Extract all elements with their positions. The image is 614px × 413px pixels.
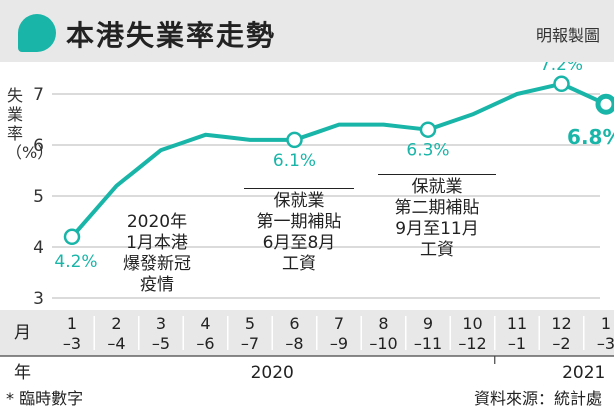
data-point-marker — [419, 121, 437, 138]
annotation-line: 爆發新冠 — [123, 254, 191, 274]
month-axis-label: 月 — [14, 323, 31, 343]
annotation-line: 第二期補貼 — [394, 198, 480, 218]
data-label: 6.8%* — [567, 125, 614, 149]
data-point-marker — [595, 93, 614, 115]
x-tick-label-bottom: –8 — [285, 334, 303, 353]
data-label: 4.2% — [54, 252, 97, 272]
speech-bubble-icon — [18, 14, 56, 52]
annotation-scheme-phase1: 保就業 第一期補貼 6月至8月 工資 — [244, 188, 354, 275]
x-tick-label-top: 1 — [67, 314, 77, 333]
source-label: 資料來源：統計處 — [473, 389, 602, 408]
annotation-line: 工資 — [420, 240, 454, 260]
year-label: 2020 — [251, 363, 294, 383]
x-tick-label-bottom: –12 — [458, 334, 486, 353]
x-tick-label-bottom: –7 — [241, 334, 259, 353]
y-axis-label: 失業率（%） — [6, 86, 54, 162]
year-axis-label: 年 — [14, 363, 31, 383]
credit-label: 明報製圖 — [535, 26, 600, 45]
annotation-covid-outbreak: 2020年 1月本港 爆發新冠 疫情 — [112, 212, 202, 296]
annotation-line: 第一期補貼 — [256, 212, 342, 232]
x-tick-label-top: 5 — [245, 314, 255, 333]
title-bar — [0, 0, 614, 62]
y-tick-label: 7 — [33, 85, 44, 105]
x-tick-label-bottom: –2 — [552, 334, 570, 353]
x-tick-label-top: 12 — [551, 314, 571, 333]
footnote: * 臨時數字 — [6, 389, 84, 408]
x-tick-label-top: 2 — [111, 314, 121, 333]
x-tick-label-top: 4 — [200, 314, 210, 333]
data-point-marker — [286, 131, 303, 149]
year-label: 2021 — [562, 363, 605, 383]
x-tick-label-top: 9 — [423, 314, 433, 333]
x-tick-label-bottom: –3 — [597, 334, 614, 353]
annotation-line: 9月至11月 — [395, 219, 479, 239]
y-tick-label: 6 — [33, 136, 44, 156]
annotation-line: 疫情 — [140, 275, 174, 295]
x-tick-label-top: 11 — [507, 314, 527, 333]
x-tick-label-bottom: –11 — [414, 334, 442, 353]
data-label: 7.2% — [540, 62, 583, 75]
x-tick-label-bottom: –3 — [63, 334, 81, 353]
x-tick-label-top: 1 — [601, 314, 611, 333]
x-tick-label-bottom: –9 — [330, 334, 348, 353]
x-tick-label-top: 6 — [289, 314, 299, 333]
annotation-line: 2020年 — [126, 212, 188, 232]
data-point-marker — [63, 228, 81, 246]
unemployment-line — [70, 81, 608, 239]
annotation-line: 1月本港 — [126, 233, 188, 253]
x-tick-label-bottom: –6 — [196, 334, 214, 353]
annotation-line: 保就業 — [273, 191, 325, 211]
data-label: 6.3% — [406, 141, 449, 161]
x-tick-label-bottom: –5 — [152, 334, 170, 353]
annotation-line: 工資 — [282, 254, 316, 274]
annotation-line: 保就業 — [411, 177, 463, 197]
month-axis-band — [0, 310, 614, 356]
data-label: 6.1% — [273, 151, 316, 171]
x-tick-label-bottom: –4 — [107, 334, 125, 353]
x-tick-label-top: 7 — [334, 314, 344, 333]
page-title: 本港失業率走勢 — [66, 19, 277, 52]
y-tick-label: 5 — [33, 187, 44, 207]
x-tick-label-bottom: –10 — [369, 334, 397, 353]
y-tick-label: 3 — [33, 289, 44, 309]
x-tick-label-bottom: –1 — [508, 334, 526, 353]
annotation-scheme-phase2: 保就業 第二期補貼 9月至11月 工資 — [378, 174, 496, 261]
x-tick-label-top: 10 — [462, 314, 482, 333]
x-tick-label-top: 3 — [156, 314, 166, 333]
x-tick-label-top: 8 — [378, 314, 388, 333]
y-tick-label: 4 — [33, 238, 44, 258]
annotation-line: 6月至8月 — [262, 233, 336, 253]
data-point-marker — [553, 75, 570, 93]
